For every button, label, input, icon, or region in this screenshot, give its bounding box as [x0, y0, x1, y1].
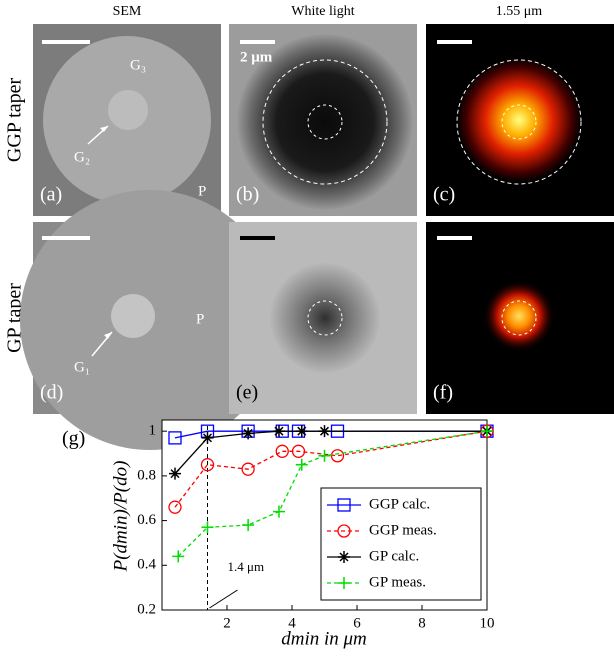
x-axis-label: dmin in μm	[281, 628, 367, 649]
sem-core	[108, 90, 148, 130]
x-tick-label: 6	[353, 615, 361, 631]
x-tick-label: 4	[288, 615, 296, 631]
x-tick-label: 10	[480, 615, 495, 631]
mode-spot	[483, 280, 555, 352]
panel-label: (g)	[62, 428, 85, 450]
plot: 2 4 6 8 10 0.2 0.4 0.6 0.8 1 1.4 μm GGP calc. GGP me…	[137, 420, 494, 631]
column-title: White light	[291, 4, 354, 19]
column-title: 1.55 μm	[496, 4, 543, 19]
y-tick-label: 1	[149, 423, 157, 439]
mode-spot	[457, 58, 581, 182]
legend-label: GGP calc.	[369, 496, 430, 512]
x-tick-label: 8	[418, 615, 426, 631]
annotation: G₂	[74, 149, 90, 165]
legend-label: GGP meas.	[369, 522, 437, 538]
annotation: P	[196, 311, 204, 327]
dark-spot	[270, 263, 380, 373]
y-tick-label: 0.6	[137, 512, 156, 528]
y-tick-label: 0.4	[137, 557, 156, 573]
legend-label: GP calc.	[369, 548, 419, 564]
annotation: G₃	[130, 57, 146, 73]
panel-label: (e)	[236, 382, 258, 404]
annotation: P	[198, 183, 206, 199]
column-title: SEM	[113, 4, 142, 19]
annotation: G₁	[74, 359, 90, 375]
scale-label: 2 μm	[240, 49, 273, 65]
sem-core	[111, 294, 155, 338]
x-tick-label: 2	[223, 615, 231, 631]
legend-label: GP meas.	[369, 574, 426, 590]
panel-label: (c)	[433, 184, 455, 206]
y-tick-label: 0.8	[137, 467, 156, 483]
row-label: GGP taper	[4, 78, 26, 163]
panel-label: (b)	[236, 184, 259, 206]
annotation: 1.4 μm	[228, 559, 265, 574]
panel-label: (a)	[40, 184, 62, 206]
y-axis-label: P(dmin)/P(do)	[110, 461, 131, 573]
panel-label: (d)	[40, 382, 63, 404]
y-tick-label: 0.2	[137, 601, 156, 617]
panel-label: (f)	[433, 382, 453, 404]
figure: SEM White light 1.55 μm GGP taper GP tap…	[0, 0, 614, 654]
